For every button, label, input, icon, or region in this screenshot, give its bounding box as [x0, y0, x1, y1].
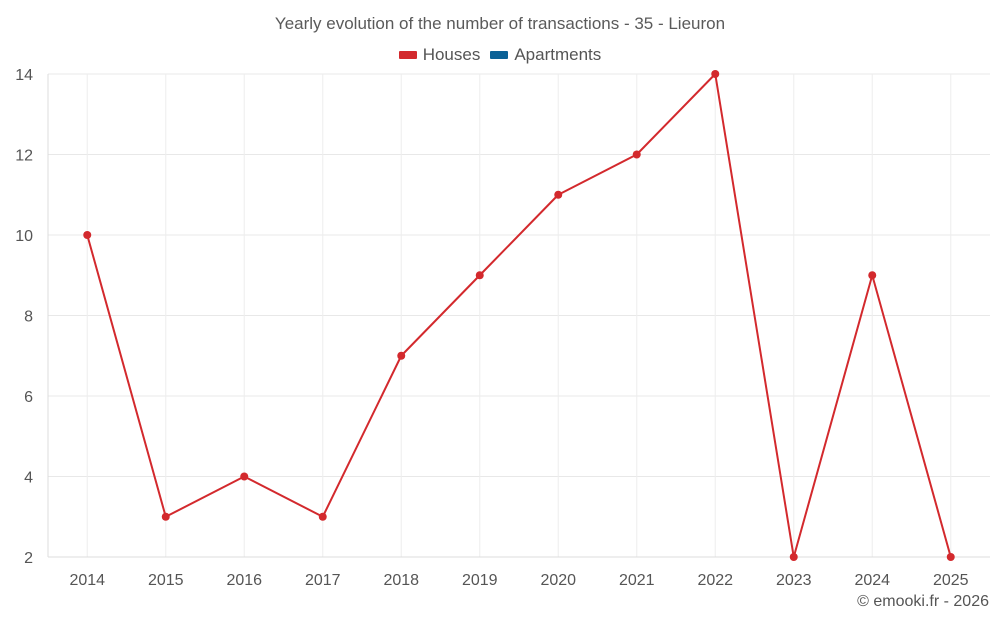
- x-tick-label: 2016: [226, 572, 262, 589]
- x-tick-label: 2018: [383, 572, 419, 589]
- data-point-houses-2025: [946, 553, 955, 561]
- y-tick-label: 6: [24, 389, 33, 406]
- data-point-houses-2018: [397, 351, 406, 360]
- data-point-houses-2024: [868, 271, 877, 280]
- series-line-houses: [86, 73, 952, 558]
- x-tick-label: 2025: [933, 572, 969, 589]
- x-tick-label: 2020: [540, 572, 576, 589]
- legend-label-apartments: Apartments: [514, 45, 602, 64]
- chart-title: Yearly evolution of the number of transa…: [274, 14, 726, 33]
- legend: Houses Apartments: [0, 45, 1000, 65]
- data-point-houses-2022: [711, 70, 720, 78]
- x-tick-label: 2023: [776, 572, 812, 589]
- x-tick-label: 2015: [148, 572, 184, 589]
- data-point-houses-2017: [318, 512, 327, 521]
- y-tick-label: 4: [24, 470, 33, 487]
- data-point-houses-2021: [632, 150, 641, 159]
- x-tick-label: 2022: [697, 572, 733, 589]
- data-point-houses-2023: [789, 553, 798, 561]
- x-tick-label: 2019: [462, 572, 498, 589]
- y-tick-label: 10: [15, 228, 33, 245]
- legend-label-houses: Houses: [422, 45, 481, 64]
- x-tick-label: 2021: [619, 572, 655, 589]
- data-point-houses-2016: [240, 472, 249, 481]
- y-tick-label: 2: [24, 550, 33, 567]
- data-point-houses-2019: [475, 271, 484, 280]
- y-tick-label: 12: [15, 148, 33, 165]
- y-tick-label: 14: [15, 67, 33, 84]
- data-point-houses-2020: [554, 190, 563, 199]
- legend-swatch-apartments: [490, 51, 509, 59]
- data-point-houses-2014: [83, 231, 92, 239]
- legend-item-apartments[interactable]: Apartments: [490, 45, 601, 65]
- x-tick-label: 2017: [305, 572, 341, 589]
- legend-item-houses[interactable]: Houses: [398, 45, 481, 65]
- x-tick-label: 2024: [854, 572, 890, 589]
- data-point-houses-2015: [161, 512, 170, 521]
- y-tick-label: 8: [24, 309, 33, 326]
- x-tick-label: 2014: [69, 572, 105, 589]
- credit-text: © emooki.fr - 2026: [857, 593, 989, 610]
- legend-swatch-houses: [398, 51, 417, 59]
